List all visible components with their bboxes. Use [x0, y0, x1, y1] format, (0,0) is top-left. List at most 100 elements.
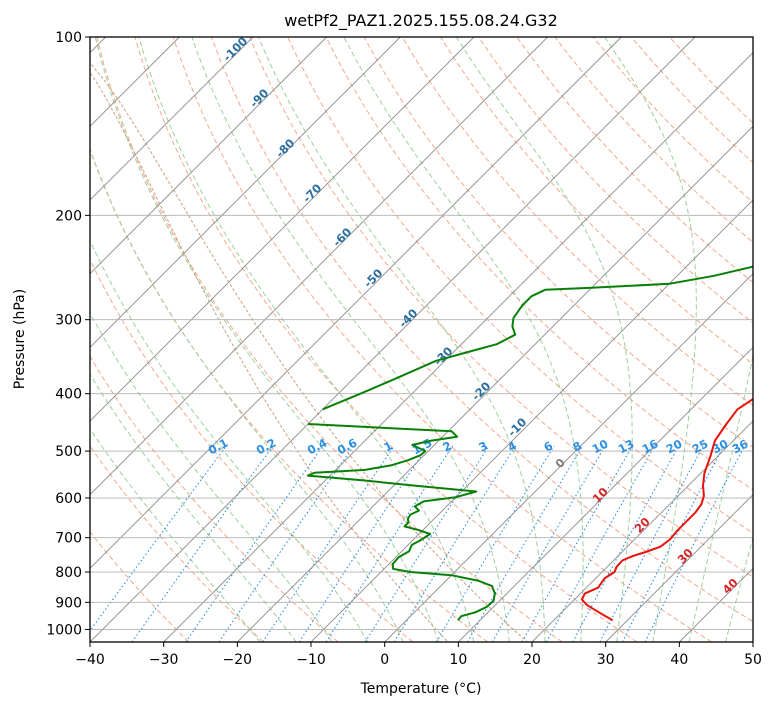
mixing-ratio-label: 8 [570, 438, 584, 454]
profile-series-line [306, 423, 496, 621]
y-tick-label: 400 [55, 387, 82, 403]
x-tick-label: −20 [223, 652, 253, 668]
moist-adiabat [725, 535, 753, 642]
dry-adiabat [90, 148, 488, 642]
moist-adiabat [191, 37, 510, 642]
x-tick-label: 50 [744, 652, 762, 668]
dry-adiabat [516, 37, 753, 284]
mixing-ratio-line [185, 445, 324, 642]
isotherm-label: -40 [396, 306, 421, 331]
isotherm-line [90, 37, 327, 275]
isotherm-label: -70 [300, 181, 325, 206]
isotherm-line [90, 37, 548, 496]
mixing-ratio-line [644, 445, 746, 642]
isotherm-line [752, 641, 753, 642]
isotherm-line [163, 52, 753, 642]
dry-adiabat [287, 37, 753, 534]
isotherm-line [310, 199, 753, 642]
isotherm-line [384, 273, 753, 642]
y-tick-label: 300 [55, 313, 82, 329]
profile-series-line [322, 265, 753, 411]
dry-adiabat [363, 37, 753, 448]
mixing-ratio-label: 13 [616, 437, 637, 457]
dry-adiabat [325, 37, 753, 491]
x-tick-label: −30 [149, 652, 179, 668]
y-tick-label: 100 [55, 30, 82, 46]
mixing-ratio-line [435, 445, 555, 642]
mixing-ratio-label: 4 [505, 438, 519, 454]
dry-adiabat-label: 30 [675, 546, 696, 567]
isotherm-label: -80 [273, 136, 298, 161]
x-axis-label: Temperature (°C) [360, 681, 482, 697]
y-axis-label: Pressure (hPa) [12, 289, 28, 389]
isotherm-line [458, 346, 753, 642]
isotherm-line [605, 494, 753, 642]
mixing-ratio-line [298, 445, 429, 642]
isotherm-line [90, 37, 254, 201]
y-tick-label: 500 [55, 444, 82, 460]
mixing-ratio-label: 6 [541, 438, 555, 454]
mixing-ratio-line [599, 445, 704, 642]
mixing-ratio-line [521, 445, 633, 642]
y-tick-label: 800 [55, 565, 82, 581]
dry-adiabat-label: 20 [632, 515, 653, 536]
y-tick-label: 1000 [46, 622, 82, 638]
mixing-ratio-label: 0.4 [305, 436, 330, 458]
moist-adiabat [138, 37, 475, 642]
moist-adiabat [343, 37, 584, 642]
mixing-ratio-label: 25 [690, 437, 711, 457]
mixing-ratio-line [262, 445, 395, 642]
moist-adiabat [90, 427, 261, 642]
isotherm-line [679, 567, 753, 642]
y-axis-ticks: 100 200 300 400 500 600 700 800 900 1000 [46, 30, 90, 638]
dry-adiabat [90, 258, 414, 642]
isotherm-line [90, 37, 696, 642]
mixing-ratio-line [131, 445, 274, 642]
mixing-ratio-line [545, 445, 656, 642]
dry-adiabat [134, 37, 638, 642]
moist-adiabat [90, 311, 333, 642]
dry-adiabat-label: 0 [552, 455, 568, 471]
x-tick-label: −40 [75, 652, 105, 668]
moist-adiabat [257, 37, 546, 642]
plot-frame [89, 36, 754, 643]
mixing-ratio-label: 1 [381, 438, 395, 454]
mixing-ratio-line [621, 445, 725, 642]
mixing-ratio-label: 10 [590, 437, 611, 457]
x-tick-label: 40 [670, 652, 688, 668]
x-tick-label: 30 [597, 652, 615, 668]
moist-adiabat [604, 37, 697, 642]
y-tick-label: 700 [55, 531, 82, 547]
isotherm-line [237, 125, 753, 642]
dry-adiabat-label: 10 [590, 485, 611, 506]
mixing-ratio-label: 36 [730, 437, 751, 457]
mixing-ratio-line [90, 445, 227, 632]
moist-adiabat [90, 373, 297, 642]
mixing-ratio-label: 3 [476, 438, 490, 454]
moist-adiabat [90, 239, 369, 642]
mixing-ratio-label: 16 [640, 437, 661, 457]
x-tick-label: −10 [296, 652, 326, 668]
mixing-ratio-line [467, 445, 584, 642]
mixing-ratio-label: 20 [664, 437, 685, 457]
mixing-ratio-line [325, 445, 454, 642]
profile-series-line [580, 397, 753, 622]
dry-adiabat [401, 37, 753, 406]
moist-adiabat [94, 37, 439, 642]
isentrope-curve [90, 71, 449, 642]
x-tick-label: 10 [449, 652, 467, 668]
isotherm-label: -60 [330, 225, 355, 250]
dry-adiabat [554, 37, 753, 243]
y-tick-label: 900 [55, 595, 82, 611]
dry-adiabat [210, 37, 753, 623]
isentrope-curve [90, 61, 528, 642]
dry-adiabat [249, 37, 753, 578]
y-tick-label: 200 [55, 208, 82, 224]
chart-title: wetPf2_PAZ1.2025.155.08.24.G32 [284, 11, 558, 31]
isotherm-label: -90 [247, 86, 272, 111]
dry-adiabat [172, 37, 712, 642]
moist-adiabat [688, 353, 753, 642]
isotherm-label: -100 [220, 34, 250, 64]
isotherm-label: -50 [361, 266, 386, 291]
dry-adiabat [439, 37, 753, 365]
